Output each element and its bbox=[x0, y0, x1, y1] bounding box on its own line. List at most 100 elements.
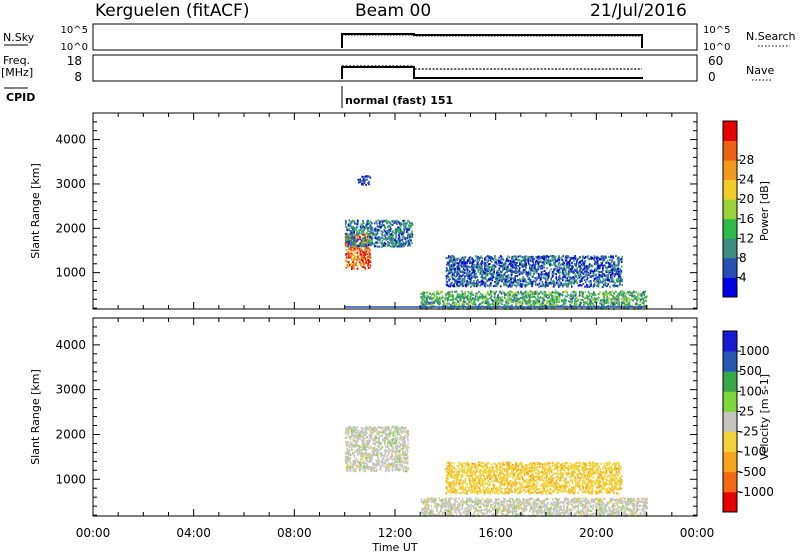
echo-cell bbox=[553, 261, 555, 264]
echo-cell bbox=[571, 269, 574, 272]
echo-cell bbox=[513, 299, 516, 301]
echo-cell bbox=[561, 276, 564, 279]
echo-cell bbox=[568, 264, 571, 267]
power-colorbar-tick-label: 20 bbox=[739, 192, 754, 206]
echo-cell bbox=[455, 290, 457, 293]
echo-cell bbox=[438, 293, 441, 296]
echo-cell bbox=[362, 266, 365, 268]
echo-cell bbox=[393, 458, 395, 461]
echo-cell bbox=[603, 296, 605, 299]
echo-cell bbox=[570, 281, 572, 284]
echo-cell bbox=[404, 461, 407, 464]
echo-cell bbox=[551, 270, 554, 273]
echo-cell bbox=[346, 245, 348, 248]
echo-cell bbox=[582, 272, 585, 275]
echo-cell bbox=[369, 426, 371, 429]
echo-cell bbox=[601, 293, 604, 296]
echo-cell bbox=[362, 256, 364, 259]
echo-cell bbox=[479, 264, 481, 267]
echo-cell bbox=[395, 230, 397, 233]
echo-cell bbox=[632, 294, 634, 297]
echo-cell bbox=[494, 294, 496, 297]
echo-cell bbox=[357, 233, 360, 236]
echo-cell bbox=[466, 268, 468, 271]
echo-cell bbox=[575, 302, 577, 305]
echo-cell bbox=[481, 259, 484, 262]
echo-cell bbox=[582, 293, 584, 296]
echo-cell bbox=[548, 301, 550, 303]
echo-cell bbox=[551, 282, 553, 285]
echo-cell bbox=[508, 299, 510, 302]
echo-cell bbox=[536, 300, 538, 303]
echo-cell bbox=[548, 270, 551, 273]
echo-cell bbox=[395, 465, 397, 468]
echo-cell bbox=[446, 299, 449, 302]
power-colorbar-tick-label: 4 bbox=[739, 270, 747, 284]
echo-cell bbox=[403, 221, 405, 224]
echo-cell bbox=[485, 256, 487, 259]
echo-cell bbox=[562, 299, 564, 302]
echo-cell bbox=[511, 260, 513, 263]
echo-cell bbox=[375, 233, 377, 236]
echo-cell bbox=[562, 255, 564, 257]
echo-cell bbox=[612, 280, 615, 283]
echo-cell bbox=[495, 261, 497, 264]
echo-cell bbox=[612, 272, 614, 275]
echo-cell bbox=[525, 264, 527, 267]
echo-cell bbox=[626, 297, 628, 300]
echo-cell bbox=[562, 291, 564, 294]
echo-cell bbox=[348, 233, 351, 236]
echo-cell bbox=[484, 268, 487, 271]
echo-cell bbox=[552, 273, 555, 276]
echo-cell bbox=[347, 244, 350, 247]
echo-cell bbox=[525, 302, 528, 304]
y-tick-label: 1000 bbox=[55, 266, 86, 280]
echo-cell bbox=[474, 295, 477, 298]
echo-cell bbox=[395, 243, 397, 246]
echo-cell bbox=[363, 245, 366, 248]
echo-cell bbox=[525, 300, 528, 303]
echo-cell bbox=[535, 293, 538, 296]
echo-cell bbox=[391, 231, 393, 234]
echo-cell bbox=[455, 267, 458, 270]
echo-cell bbox=[592, 275, 595, 278]
echo-cell bbox=[567, 276, 569, 279]
echo-cell bbox=[349, 247, 352, 250]
echo-cell bbox=[359, 260, 361, 263]
echo-cell bbox=[513, 263, 516, 266]
echo-cell bbox=[485, 278, 487, 280]
echo-cell bbox=[363, 238, 366, 241]
echo-cell bbox=[447, 261, 449, 264]
echo-cell bbox=[471, 265, 473, 268]
echo-cell bbox=[377, 433, 380, 436]
echo-cell bbox=[472, 297, 475, 300]
echo-cell bbox=[358, 235, 361, 238]
echo-cell bbox=[604, 274, 606, 277]
echo-cell bbox=[529, 283, 532, 286]
echo-cell bbox=[617, 260, 620, 263]
echo-cell bbox=[381, 454, 383, 457]
echo-cell bbox=[429, 296, 431, 299]
echo-cell bbox=[548, 272, 550, 274]
echo-cell bbox=[379, 220, 381, 223]
echo-cell bbox=[411, 222, 414, 225]
echo-cell bbox=[377, 219, 379, 222]
echo-cell bbox=[398, 432, 400, 435]
echo-cell bbox=[362, 461, 364, 464]
echo-cell bbox=[507, 301, 510, 304]
echo-cell bbox=[448, 259, 451, 262]
echo-cell bbox=[483, 281, 485, 284]
echo-cell bbox=[404, 238, 407, 241]
echo-cell bbox=[578, 276, 581, 279]
echo-cell bbox=[595, 281, 598, 284]
echo-cell bbox=[518, 258, 521, 261]
echo-cell bbox=[354, 226, 356, 229]
echo-cell bbox=[614, 282, 616, 285]
echo-cell bbox=[565, 273, 568, 276]
echo-cell bbox=[549, 302, 552, 305]
echo-cell bbox=[450, 267, 453, 270]
echo-cell bbox=[486, 268, 488, 271]
echo-cell bbox=[614, 300, 617, 303]
echo-cell bbox=[570, 295, 572, 298]
echo-cell bbox=[447, 263, 449, 266]
